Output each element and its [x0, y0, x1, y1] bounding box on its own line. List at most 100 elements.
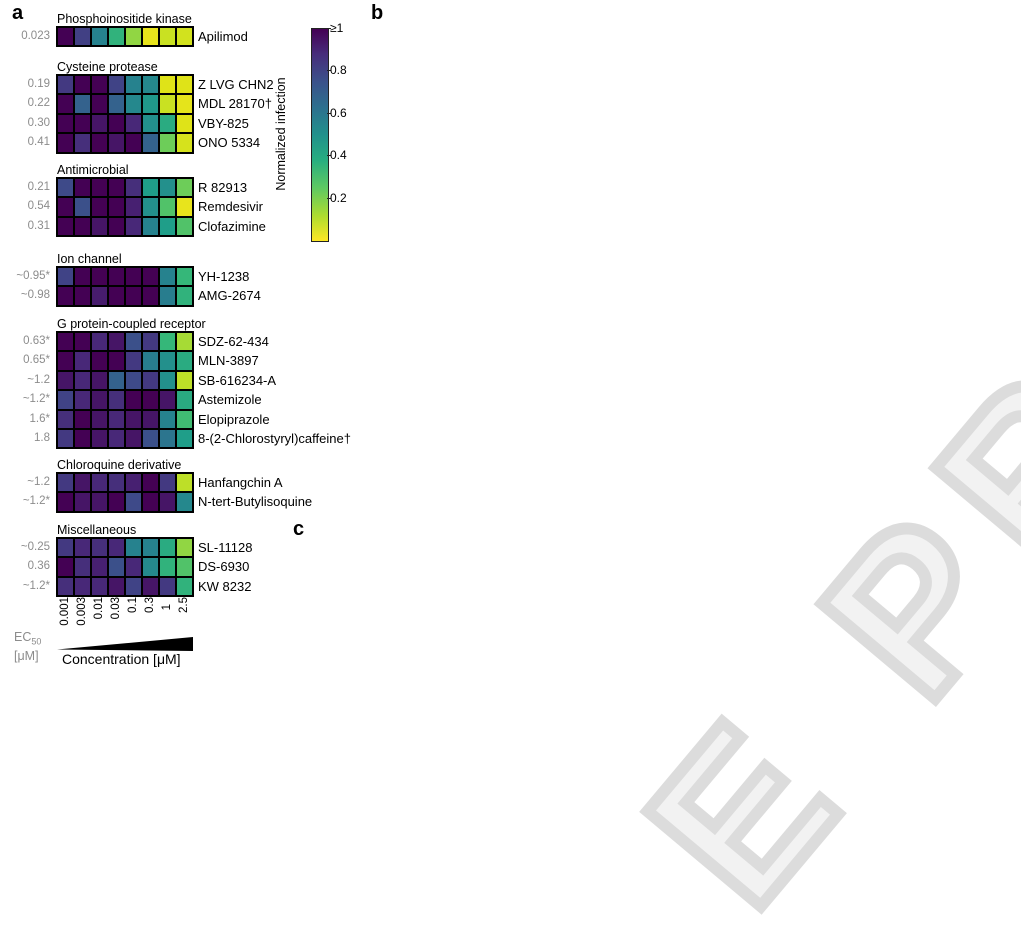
heatmap-cell [74, 94, 91, 114]
panel-c-dose-response: c [293, 518, 304, 540]
heatmap-cell [91, 286, 108, 306]
heatmap-row [56, 132, 194, 154]
concentration-wedge-icon [57, 637, 193, 651]
heatmap-cell [108, 409, 125, 429]
heatmap-cell [57, 75, 74, 95]
heatmap-cell [91, 429, 108, 449]
heatmap-group-title: Antimicrobial [57, 163, 129, 177]
heatmap-cell [159, 216, 176, 237]
heatmap-cell [108, 576, 125, 597]
heatmap-cell [125, 576, 142, 597]
ec50-value: 0.54 [27, 200, 50, 213]
heatmap-cell [142, 429, 159, 449]
heatmap-cell [108, 351, 125, 371]
colorbar-tick-label: 0.6 [330, 105, 347, 120]
heatmap-cell [91, 113, 108, 134]
heatmap-cell [108, 197, 125, 217]
heatmap-cell [108, 286, 125, 306]
heatmap-group-title: G protein-coupled receptor [57, 317, 206, 331]
heatmap-cell [125, 351, 142, 371]
heatmap-cell [159, 538, 176, 558]
heatmap-row [56, 176, 194, 199]
heatmap-cell [91, 197, 108, 217]
panel-a-heatmaps: a Phosphoinositide kinase 0.023 Apilimod Cy… [0, 0, 400, 699]
heatmap-row [56, 93, 194, 115]
heatmap-cell [57, 557, 74, 577]
ec50-value: 1.6* [29, 412, 50, 425]
ec50-value: 0.41 [27, 136, 50, 149]
heatmap-cell [125, 216, 142, 237]
colorbar-tick-label: 0.8 [330, 63, 347, 78]
ec50-value: ~0.95* [16, 270, 50, 282]
heatmap-cell [57, 216, 74, 237]
heatmap-cell [159, 133, 176, 153]
heatmap-cell [142, 492, 159, 512]
heatmap-cell [176, 197, 193, 217]
heatmap-cell [142, 370, 159, 391]
heatmap-cell [176, 429, 193, 449]
ec50-value: 0.22 [27, 97, 50, 110]
heatmap-cell [176, 267, 193, 287]
heatmap-cell [142, 197, 159, 217]
ec50-value: 1.8 [34, 432, 50, 444]
heatmap-cell [108, 113, 125, 134]
ec50-axis-label: EC50 [μM] [14, 630, 42, 663]
heatmap-cell [176, 492, 193, 512]
drug-name: DS-6930 [198, 559, 250, 575]
drug-name: SB-616234-A [198, 372, 277, 388]
heatmap-row [56, 73, 194, 96]
heatmap-group-title: Phosphoinositide kinase [57, 12, 192, 26]
heatmap-cell [142, 133, 159, 153]
heatmap-cell [159, 27, 176, 47]
heatmap-cell [159, 197, 176, 217]
colorbar-tick-label: 0.2 [330, 190, 347, 205]
drug-name: 8-(2-Chlorostyryl)caffeine† [198, 431, 351, 446]
heatmap-cell [57, 492, 74, 512]
heatmap-cell [159, 473, 176, 493]
heatmap-cell [57, 332, 74, 352]
heatmap-row [56, 369, 194, 392]
heatmap-cell [176, 390, 193, 410]
heatmap-cell [125, 178, 142, 198]
heatmap-cell [57, 27, 74, 47]
heatmap-cell [74, 370, 91, 391]
heatmap-cell [57, 267, 74, 287]
heatmap-cell [142, 332, 159, 352]
heatmap-cell [108, 75, 125, 95]
ec50-value: 0.65* [23, 354, 50, 367]
heatmap-cell [125, 27, 142, 47]
heatmap-cell [159, 351, 176, 371]
heatmap-cell [108, 216, 125, 237]
heatmap-cell [108, 473, 125, 493]
heatmap-cell [91, 178, 108, 198]
heatmap-cell [159, 332, 176, 352]
heatmap-cell [159, 429, 176, 449]
heatmap-cell [159, 409, 176, 429]
heatmap-cell [74, 75, 91, 95]
heatmap-cell [142, 178, 159, 198]
heatmap-cell [159, 370, 176, 391]
heatmap-row [56, 389, 194, 411]
ec50-value: 0.30 [27, 116, 50, 129]
heatmap-cell [91, 370, 108, 391]
heatmap-cell [57, 133, 74, 153]
heatmap-row [56, 265, 194, 288]
heatmap-cell [159, 576, 176, 597]
heatmap-xlabel: Concentration [μM] [62, 651, 181, 667]
heatmap-cell [57, 178, 74, 198]
heatmap-cell [176, 216, 193, 237]
heatmap-cell [125, 492, 142, 512]
drug-name: Apilimod [198, 29, 248, 44]
colorbar-tick-mark [327, 155, 331, 157]
heatmap-cell [74, 178, 91, 198]
heatmap-cell [74, 113, 91, 134]
drug-name: Clofazimine [198, 218, 266, 234]
heatmap-cell [74, 133, 91, 153]
heatmap-cell [176, 75, 193, 95]
heatmap-cell [57, 94, 74, 114]
heatmap-cell [159, 557, 176, 577]
heatmap-cell [57, 473, 74, 493]
colorbar-tick-mark [327, 197, 331, 199]
heatmap-cell [176, 133, 193, 153]
heatmap-cell [57, 351, 74, 371]
